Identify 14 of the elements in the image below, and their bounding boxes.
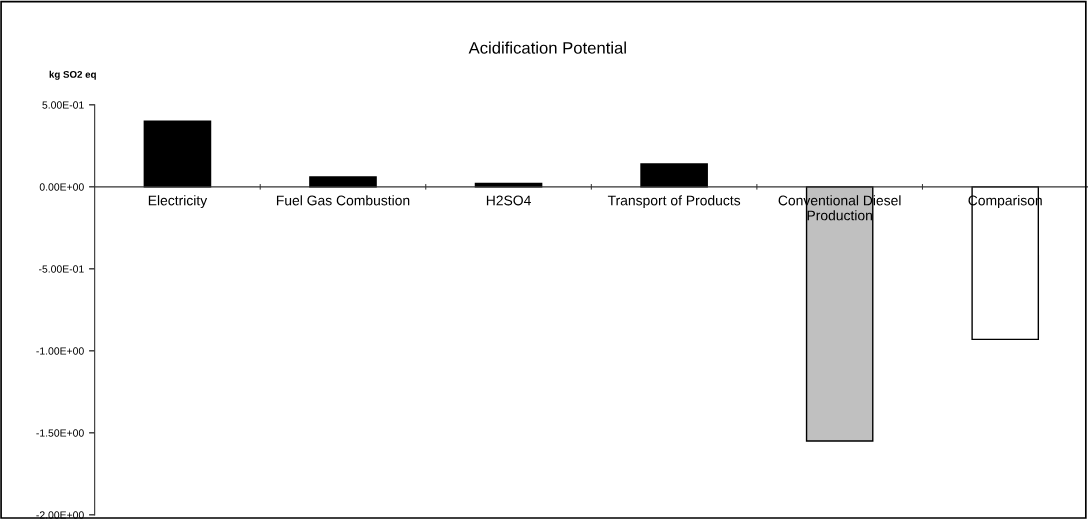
bar <box>640 163 708 188</box>
y-tick-label: -1.00E+00 <box>36 347 84 355</box>
y-axis-title: kg SO2 eq <box>49 70 96 80</box>
y-tick-label: -5.00E-01 <box>38 265 84 273</box>
bar <box>143 120 212 188</box>
chart-title: Acidification Potential <box>468 41 626 54</box>
y-tick-label: 5.00E-01 <box>42 101 84 109</box>
x-tick-label: Electricity <box>148 195 208 209</box>
x-tick-label: H2SO4 <box>486 195 531 206</box>
y-tick-label: -1.50E+00 <box>36 429 84 437</box>
y-tick-label: 0.00E+00 <box>39 183 84 191</box>
bar <box>309 176 377 188</box>
x-tick-label: Fuel Gas Combustion <box>276 195 410 206</box>
x-tick-label: Transport of Products <box>607 195 741 209</box>
